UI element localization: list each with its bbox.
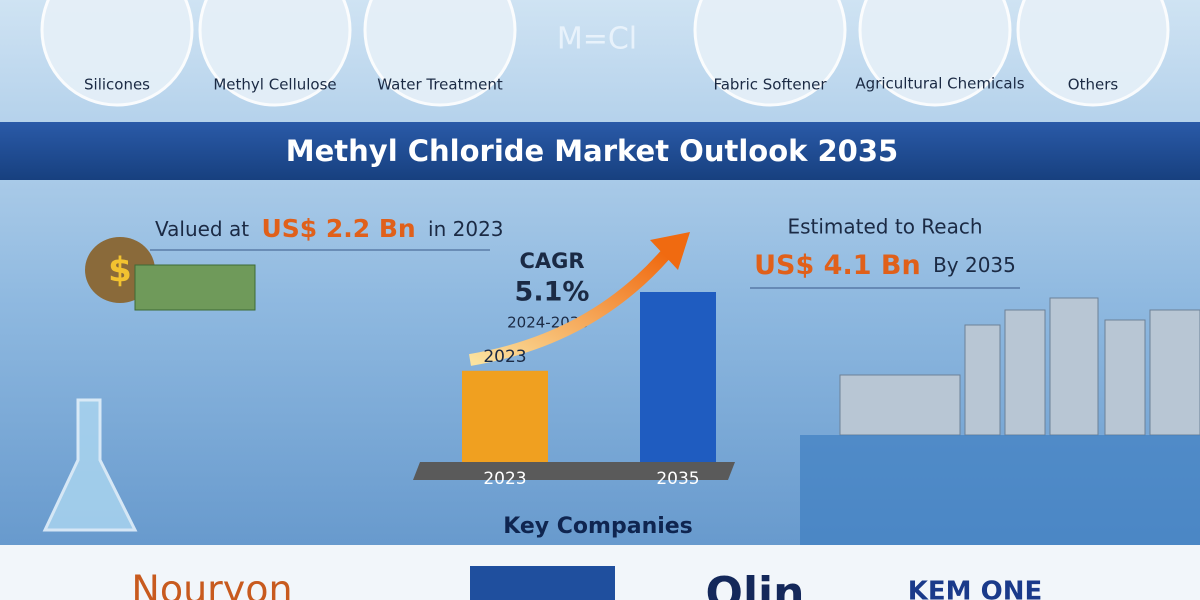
valued-suffix: in 2023	[428, 217, 504, 241]
bar-year: 2035	[656, 469, 699, 489]
valued-prefix: Valued at	[155, 217, 249, 241]
application-label: Others	[1068, 76, 1119, 94]
logo: M=Cl	[557, 22, 637, 57]
application-label: Methyl Cellulose	[213, 76, 336, 94]
flask	[42, 398, 138, 532]
application-label: Silicones	[84, 76, 150, 94]
bar-caption: 2023	[483, 347, 526, 367]
bar	[462, 370, 548, 462]
water	[800, 435, 1200, 545]
estimate-amount: US$ 4.1 Bn	[754, 250, 921, 281]
chart-base	[413, 462, 735, 480]
svg-text:$: $	[108, 251, 132, 291]
estimate-suffix: By 2035	[933, 253, 1016, 277]
company-name: Olin	[706, 568, 805, 600]
title-band	[0, 122, 1200, 180]
estimate-prefix: Estimated to Reach	[787, 215, 982, 239]
circle	[40, 0, 194, 107]
title: Methyl Chloride Market Outlook 2035	[286, 134, 898, 168]
circle	[198, 0, 352, 107]
growth-arrow	[469, 251, 670, 366]
factory	[839, 297, 1200, 436]
circle	[858, 0, 1012, 107]
cagr-label: CAGR	[519, 249, 584, 273]
cagr-rate: 5.1%	[515, 277, 590, 308]
valued-amount: US$ 2.2 Bn	[261, 214, 415, 243]
bar-chart: 2023 2023 2035	[413, 292, 735, 489]
money-icon: $	[85, 237, 256, 311]
estimate-text: US$ 4.1 Bn By 2035	[754, 250, 1016, 281]
bar-year: 2023	[483, 469, 526, 489]
application-circles	[40, 0, 1170, 107]
bar	[640, 292, 716, 462]
circle	[1016, 0, 1170, 107]
application-label: Fabric Softener	[713, 76, 827, 94]
company-name: KEM ONE	[908, 577, 1042, 600]
circle	[693, 0, 847, 107]
companies-heading: Key Companies	[503, 514, 693, 539]
application-label: Agricultural Chemicals	[855, 75, 1024, 93]
application-label: Water Treatment	[377, 76, 503, 94]
arrow-head	[650, 232, 690, 270]
circle	[363, 0, 517, 107]
company-name: Nouryon	[131, 568, 292, 600]
company-logo	[470, 566, 615, 600]
valued-text: Valued at US$ 2.2 Bn in 2023	[155, 214, 504, 243]
